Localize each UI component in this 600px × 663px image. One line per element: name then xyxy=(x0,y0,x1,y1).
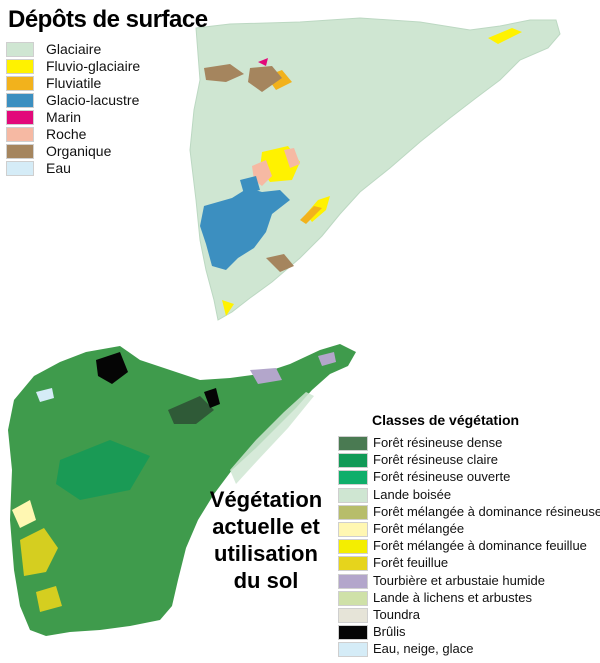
surface-patch-fluvioglacial xyxy=(222,300,234,316)
legend-label: Forêt mélangée xyxy=(373,520,465,536)
legend-swatch xyxy=(6,127,34,142)
vegetation-area-feuillue xyxy=(20,528,58,576)
vegetation-area-feuillue xyxy=(36,586,62,612)
legend-label: Fluviatile xyxy=(46,75,102,91)
surface-patch-glaciolacustrine xyxy=(200,188,290,270)
vegetation-area-brulis xyxy=(204,388,220,408)
legend-label: Roche xyxy=(46,126,87,142)
surface-patch-fluvioglacial xyxy=(488,28,522,44)
legend-swatch xyxy=(338,470,368,486)
legend-label: Forêt mélangée à dominance résineuse xyxy=(373,503,600,519)
vegetation-area-resineuse-dense xyxy=(96,352,128,384)
legend-swatch xyxy=(6,59,34,74)
surface-patch-fluvial xyxy=(300,206,322,224)
vegetation-map-title: Végétation actuelle et utilisation du so… xyxy=(196,486,336,594)
legend-swatch xyxy=(338,642,368,658)
vegetation-map-landmass xyxy=(8,344,356,636)
vegetation-title-line: Végétation xyxy=(209,487,323,512)
vegetation-title-line: du sol xyxy=(233,568,299,593)
legend-label: Organique xyxy=(46,143,112,159)
legend-swatch xyxy=(338,573,368,589)
legend-label: Forêt résineuse claire xyxy=(373,452,498,468)
legend-swatch xyxy=(6,161,34,176)
legend-label: Fluvio-glaciaire xyxy=(46,58,141,74)
legend-swatch xyxy=(338,539,368,555)
legend-swatch xyxy=(6,42,34,57)
vegetation-title-line: actuelle et xyxy=(212,514,320,539)
legend-label: Marin xyxy=(46,109,82,125)
legend-label: Glacio-lacustre xyxy=(46,92,140,108)
legend-swatch xyxy=(338,607,368,623)
legend-swatch xyxy=(338,487,368,503)
legend-label: Lande boisée xyxy=(373,486,452,502)
legend-label: Eau xyxy=(46,160,71,176)
vegetation-legend-title: Classes de végétation xyxy=(372,412,520,428)
surface-patch-organic xyxy=(266,254,294,272)
legend-label: Glaciaire xyxy=(46,41,102,57)
legend-swatch xyxy=(338,521,368,537)
vegetation-area-resineuse-claire xyxy=(56,440,150,500)
legend-swatch xyxy=(6,93,34,108)
legend-swatch xyxy=(338,453,368,469)
surface-patch-glaciolacustrine xyxy=(240,176,260,194)
legend-swatch xyxy=(338,590,368,606)
legend-swatch xyxy=(338,556,368,572)
legend-label: Forêt résineuse ouverte xyxy=(373,469,511,485)
legend-swatch xyxy=(6,144,34,159)
surface-map-landmass xyxy=(189,17,561,321)
legend-label: Toundra xyxy=(373,606,420,622)
vegetation-area-lande-boisee xyxy=(230,392,314,484)
surface-map-title: Dépôts de surface xyxy=(8,6,208,33)
surface-patch-rock xyxy=(284,148,300,168)
surface-patch-organic xyxy=(248,66,282,92)
legend-label: Eau, neige, glace xyxy=(373,641,474,657)
vegetation-area-melangee xyxy=(12,500,36,528)
legend-swatch xyxy=(338,625,368,641)
vegetation-area-resineuse-dense xyxy=(168,396,214,424)
legend-label: Forêt résineuse dense xyxy=(373,435,503,450)
legend-label: Brûlis xyxy=(373,624,406,640)
surface-patch-marine xyxy=(258,58,268,66)
legend-label: Lande à lichens et arbustes xyxy=(373,589,532,605)
legend-swatch xyxy=(338,504,368,520)
vegetation-area-tourbiere xyxy=(318,352,336,366)
legend-swatch xyxy=(338,436,368,451)
legend-swatch xyxy=(6,76,34,91)
legend-swatch xyxy=(6,110,34,125)
surface-patch-organic xyxy=(204,64,244,82)
legend-label: Forêt feuillue xyxy=(373,555,449,571)
legend-label: Tourbière et arbustaie humide xyxy=(373,572,545,588)
vegetation-title-line: utilisation xyxy=(214,541,318,566)
vegetation-area-tourbiere xyxy=(250,368,282,384)
legend-label: Forêt mélangée à dominance feuillue xyxy=(373,538,587,554)
vegetation-area-eau xyxy=(36,388,54,402)
